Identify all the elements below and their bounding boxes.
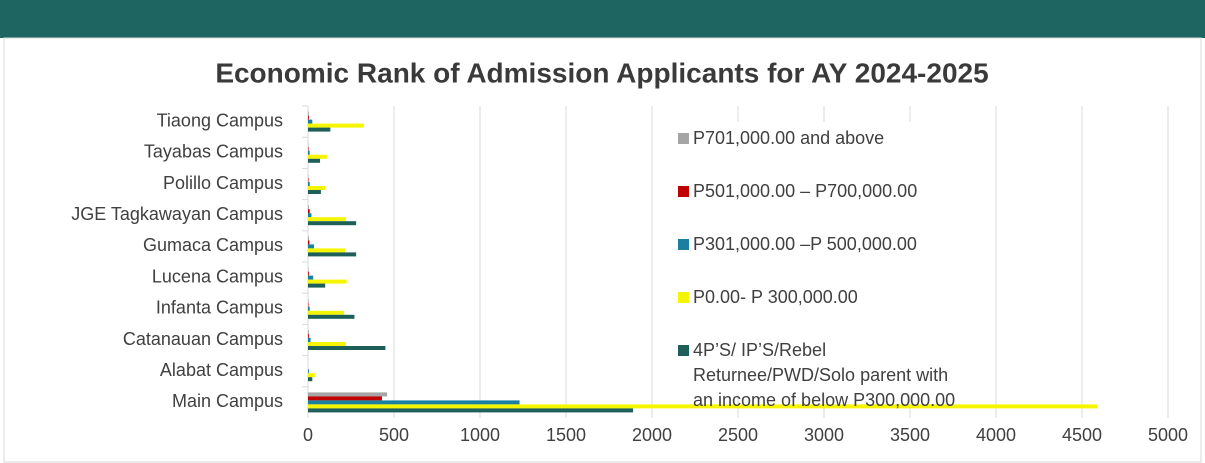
bar [308,342,346,346]
y-tick-label: Tayabas Campus [144,142,283,162]
x-tick-label: 2500 [718,425,758,445]
legend-label: P501,000.00 – P700,000.00 [693,181,918,201]
legend-item: P501,000.00 – P700,000.00 [672,179,972,232]
bar [308,396,382,401]
bar [308,377,313,382]
chart-title: Economic Rank of Admission Applicants fo… [215,57,988,88]
y-tick-label: Gumaca Campus [143,235,283,255]
x-tick-label: 4500 [1062,425,1102,445]
x-tick-label: 0 [303,425,313,445]
bar [308,123,364,128]
x-tick-label: 4000 [976,425,1016,445]
bar [308,150,310,155]
legend-swatch [678,186,689,197]
bar [308,346,386,350]
bar [308,154,327,159]
legend-label: P0.00- P 300,000.00 [693,287,858,307]
bar [308,158,321,163]
bar [308,334,309,338]
y-tick-label: Tiaong Campus [157,110,283,130]
x-tick-label: 500 [379,425,409,445]
y-tick-label: Lucena Campus [152,266,283,286]
legend-item: 4P’S/ IP’S/Rebel Returnee/PWD/Solo paren… [672,338,972,410]
bar [308,330,309,334]
bar [308,267,309,272]
bar [308,127,331,132]
legend-swatch [678,345,689,356]
bar [308,248,345,253]
y-tick-label: Main Campus [172,391,283,411]
legend-swatch [678,133,689,144]
bar [308,209,310,214]
bar [308,302,309,307]
bar [308,279,347,284]
bar [308,182,310,186]
bar [308,275,314,280]
bar [308,178,309,182]
bar [308,221,357,226]
y-tick-label: Polillo Campus [163,173,283,193]
bar [308,373,315,378]
bar [308,190,321,194]
legend-item: P0.00- P 300,000.00 [672,285,972,338]
bar [308,298,309,303]
bar [308,283,326,288]
x-tick-label: 2000 [632,425,672,445]
y-tick-label: Catanauan Campus [123,329,283,349]
legend-label: P701,000.00 and above [693,128,885,148]
bar [308,338,311,342]
bar [308,252,357,257]
x-tick-label: 3000 [804,425,844,445]
bar [308,111,309,116]
bar [308,119,313,124]
y-tick-label: JGE Tagkawayan Campus [71,204,283,224]
x-tick-label: 1500 [546,425,586,445]
header-band [0,0,1205,38]
bar [308,310,345,315]
bar [308,244,315,249]
y-tick-label: Infanta Campus [156,298,283,318]
bar [308,314,355,319]
y-tick-label: Alabat Campus [160,360,283,380]
bar [308,115,309,120]
bar [308,240,310,245]
bar [308,404,1098,409]
legend-swatch [678,239,689,250]
bar [308,400,520,405]
bar [308,271,309,276]
bar [308,236,309,241]
legend-label: 4P’S/ IP’S/Rebel Returnee/PWD/Solo paren… [693,340,956,410]
chart-border [3,37,1202,463]
bar [308,408,634,413]
bar [308,369,309,374]
bar [308,306,310,311]
legend-swatch [678,292,689,303]
legend-item: P301,000.00 –P 500,000.00 [672,232,972,285]
bar [308,205,309,210]
x-tick-label: 1000 [460,425,500,445]
bar [308,217,346,222]
legend-item: P701,000.00 and above [672,126,972,179]
x-tick-label: 5000 [1148,425,1188,445]
legend: P701,000.00 and above P501,000.00 – P700,… [672,122,972,410]
bar [308,146,309,151]
bar [308,186,326,190]
bar [308,213,312,218]
x-tick-label: 3500 [890,425,930,445]
bar [308,392,388,397]
legend-label: P301,000.00 –P 500,000.00 [693,234,917,254]
